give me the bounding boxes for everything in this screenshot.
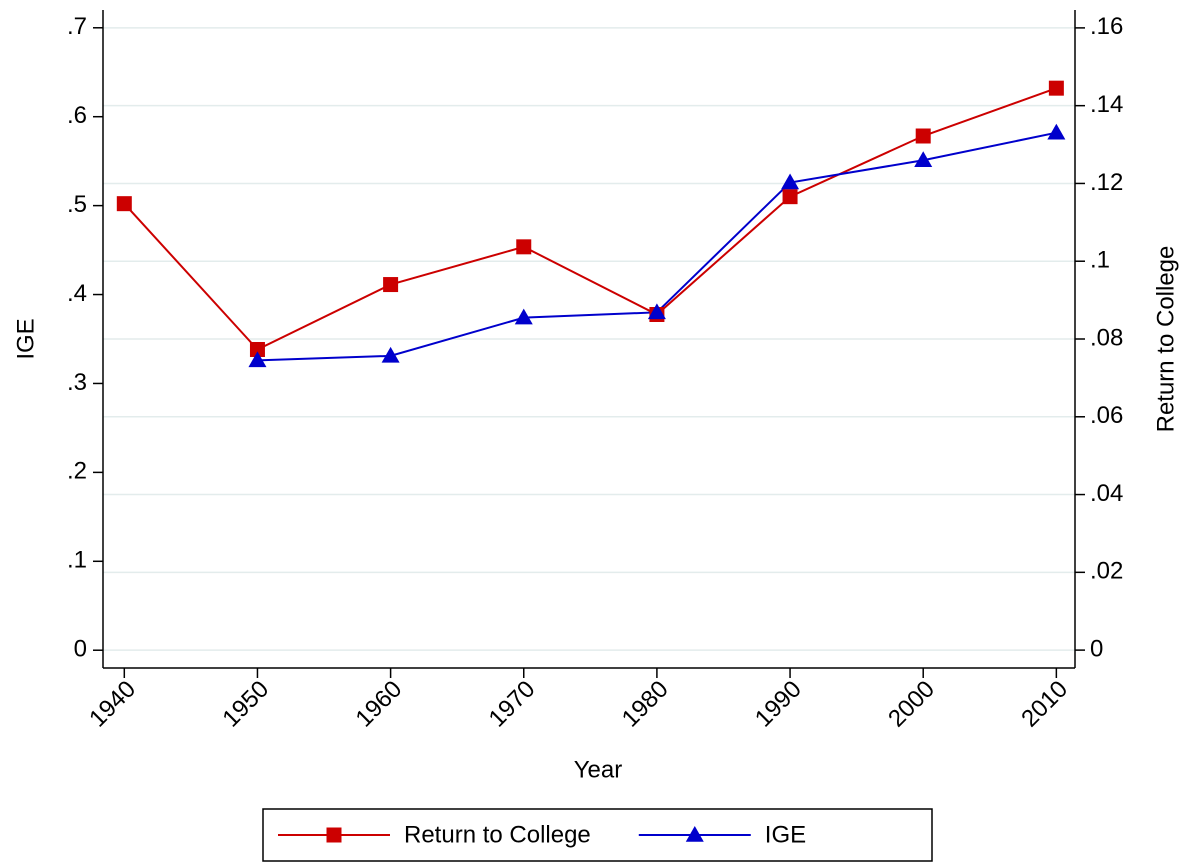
x-tick-label: 1950 (217, 676, 274, 733)
x-tick-label: 1940 (84, 676, 141, 733)
data-point (914, 151, 933, 168)
data-point (383, 277, 399, 293)
data-point (381, 346, 400, 363)
x-tick-label: 2010 (1016, 676, 1073, 733)
legend: Return to College IGE (262, 808, 933, 862)
y2-tick-label: .08 (1090, 324, 1123, 351)
data-point (781, 173, 800, 190)
legend-label: Return to College (404, 821, 591, 848)
data-point (116, 196, 132, 212)
data-point (1047, 123, 1066, 140)
y-tick-label: .1 (67, 547, 87, 574)
legend-label: IGE (765, 821, 806, 848)
y-tick-label: .6 (67, 102, 87, 129)
y-tick-label: .7 (67, 13, 87, 40)
series-line (123, 87, 1057, 351)
data-point (1048, 80, 1064, 96)
x-tick-label: 1990 (750, 676, 807, 733)
data-point (248, 351, 267, 368)
y2-tick-label: .06 (1090, 402, 1123, 429)
y2-axis-label: Return to College (1152, 246, 1179, 433)
y-tick-label: .5 (67, 191, 87, 218)
x-tick-label: 1980 (617, 676, 674, 733)
y2-tick-label: .14 (1090, 91, 1123, 118)
y2-tick-label: .1 (1090, 247, 1110, 274)
y-axis-label: IGE (12, 318, 39, 359)
y2-tick-label: .12 (1090, 169, 1123, 196)
data-point (782, 189, 798, 205)
y-tick-label: .3 (67, 369, 87, 396)
x-tick-label: 2000 (883, 676, 940, 733)
legend-marker (685, 826, 704, 842)
legend-marker (326, 827, 342, 843)
y-tick-label: 0 (74, 636, 87, 663)
data-point (249, 342, 265, 357)
y2-tick-label: .02 (1090, 558, 1123, 585)
data-point (915, 128, 931, 144)
x-axis-label: Year (574, 756, 623, 783)
x-tick-label: 1960 (350, 676, 407, 733)
data-point (516, 239, 532, 255)
y2-tick-label: .04 (1090, 480, 1123, 507)
y2-tick-label: 0 (1090, 635, 1103, 662)
y2-tick-label: .16 (1090, 13, 1123, 40)
data-point (514, 308, 533, 325)
series-line (257, 131, 1057, 362)
x-tick-label: 1970 (484, 676, 541, 733)
data-point (647, 303, 666, 320)
y-tick-label: .2 (67, 458, 87, 485)
y-tick-label: .4 (67, 280, 87, 307)
